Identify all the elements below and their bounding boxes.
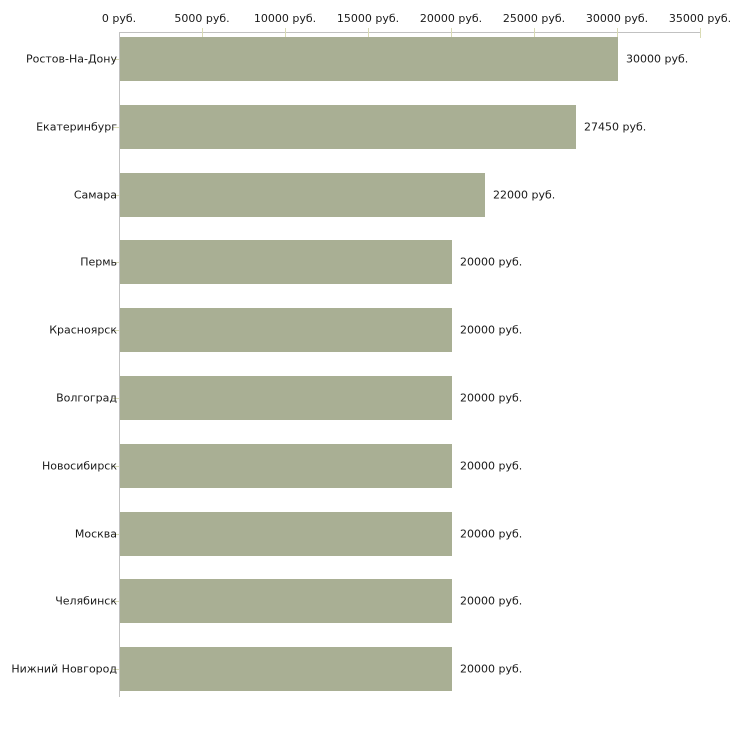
value-label: 20000 руб. — [460, 323, 523, 337]
x-axis-tick — [700, 28, 701, 38]
category-tick — [113, 466, 119, 467]
x-axis-tick-label: 20000 руб. — [419, 12, 483, 25]
category-label: Челябинск — [55, 594, 117, 608]
bar-2 — [120, 105, 576, 149]
category-label: Нижний Новгород — [11, 662, 117, 676]
x-axis-tick — [451, 28, 452, 38]
bar-9 — [120, 579, 452, 623]
category-tick — [113, 534, 119, 535]
x-axis-tick — [202, 28, 203, 38]
category-tick — [113, 330, 119, 331]
bar-6 — [120, 376, 452, 420]
bar-5 — [120, 308, 452, 352]
bar-10 — [120, 647, 452, 691]
value-label: 20000 руб. — [460, 391, 523, 405]
x-axis-tick-label: 35000 руб. — [668, 12, 730, 25]
x-axis-tick-label: 25000 руб. — [502, 12, 566, 25]
x-axis-line — [119, 32, 701, 33]
x-axis-tick — [368, 28, 369, 38]
bar-7 — [120, 444, 452, 488]
bar-8 — [120, 512, 452, 556]
value-label: 20000 руб. — [460, 662, 523, 676]
category-tick — [113, 195, 119, 196]
category-tick — [113, 601, 119, 602]
category-tick — [113, 59, 119, 60]
y-axis-line — [119, 32, 120, 697]
x-axis-tick-label: 10000 руб. — [253, 12, 317, 25]
x-axis-tick — [617, 28, 618, 38]
bar-1 — [120, 37, 618, 81]
bar-3 — [120, 173, 485, 217]
x-axis-tick-label: 30000 руб. — [585, 12, 649, 25]
category-tick — [113, 127, 119, 128]
value-label: 30000 руб. — [626, 52, 689, 66]
value-label: 20000 руб. — [460, 255, 523, 269]
value-label: 20000 руб. — [460, 459, 523, 473]
x-axis-tick-label: 0 руб. — [101, 12, 137, 25]
x-axis-tick-label: 5000 руб. — [174, 12, 230, 25]
value-label: 20000 руб. — [460, 527, 523, 541]
category-tick — [113, 398, 119, 399]
value-label: 27450 руб. — [584, 120, 647, 134]
x-axis-tick — [285, 28, 286, 38]
category-label: Волгоград — [56, 391, 117, 405]
category-label: Самара — [73, 188, 117, 202]
category-label: Красноярск — [49, 323, 117, 337]
category-label: Екатеринбург — [36, 120, 117, 134]
x-axis-tick-label: 15000 руб. — [336, 12, 400, 25]
x-axis-tick — [534, 28, 535, 38]
category-label: Новосибирск — [41, 459, 117, 473]
value-label: 20000 руб. — [460, 594, 523, 608]
category-label: Пермь — [80, 255, 117, 269]
category-tick — [113, 669, 119, 670]
category-label: Москва — [74, 527, 117, 541]
value-label: 22000 руб. — [493, 188, 556, 202]
category-tick — [113, 262, 119, 263]
category-label: Ростов-На-Дону — [25, 52, 117, 66]
bar-4 — [120, 240, 452, 284]
